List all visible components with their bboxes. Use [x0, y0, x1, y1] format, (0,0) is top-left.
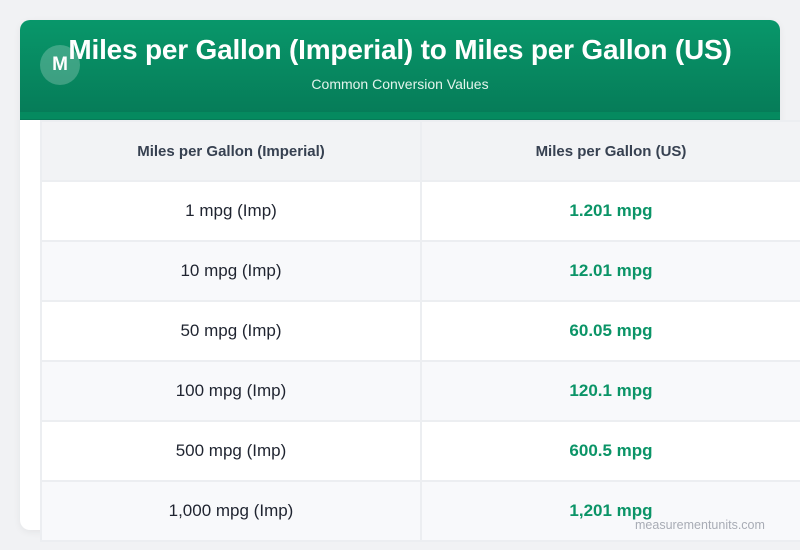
logo-icon: M [40, 45, 80, 85]
imperial-value: 1 mpg (Imp) [40, 180, 422, 242]
conversion-table: Miles per Gallon (Imperial) Miles per Ga… [40, 120, 800, 542]
table-row: 100 mpg (Imp) 120.1 mpg [40, 360, 800, 422]
table-row: 10 mpg (Imp) 12.01 mpg [40, 240, 800, 302]
us-value: 600.5 mpg [420, 420, 800, 482]
table-row: 1 mpg (Imp) 1.201 mpg [40, 180, 800, 242]
column-header-imperial: Miles per Gallon (Imperial) [40, 120, 422, 182]
us-value: 1,201 mpg [420, 480, 800, 542]
imperial-value: 50 mpg (Imp) [40, 300, 422, 362]
header-divider [20, 112, 780, 119]
page-subtitle: Common Conversion Values [311, 76, 489, 92]
table-row: 50 mpg (Imp) 60.05 mpg [40, 300, 800, 362]
page-title: Miles per Gallon (Imperial) to Miles per… [68, 34, 732, 65]
table-row: 500 mpg (Imp) 600.5 mpg [40, 420, 800, 482]
us-value: 12.01 mpg [420, 240, 800, 302]
imperial-value: 100 mpg (Imp) [40, 360, 422, 422]
table-row: 1,000 mpg (Imp) 1,201 mpg [40, 480, 800, 542]
watermark: measurementunits.com [635, 518, 765, 532]
imperial-value: 500 mpg (Imp) [40, 420, 422, 482]
column-header-us: Miles per Gallon (US) [420, 120, 800, 182]
card-header: M Miles per Gallon (Imperial) to Miles p… [20, 20, 780, 120]
imperial-value: 10 mpg (Imp) [40, 240, 422, 302]
us-value: 60.05 mpg [420, 300, 800, 362]
table-header-row: Miles per Gallon (Imperial) Miles per Ga… [40, 120, 800, 182]
us-value: 120.1 mpg [420, 360, 800, 422]
us-value: 1.201 mpg [420, 180, 800, 242]
imperial-value: 1,000 mpg (Imp) [40, 480, 422, 542]
